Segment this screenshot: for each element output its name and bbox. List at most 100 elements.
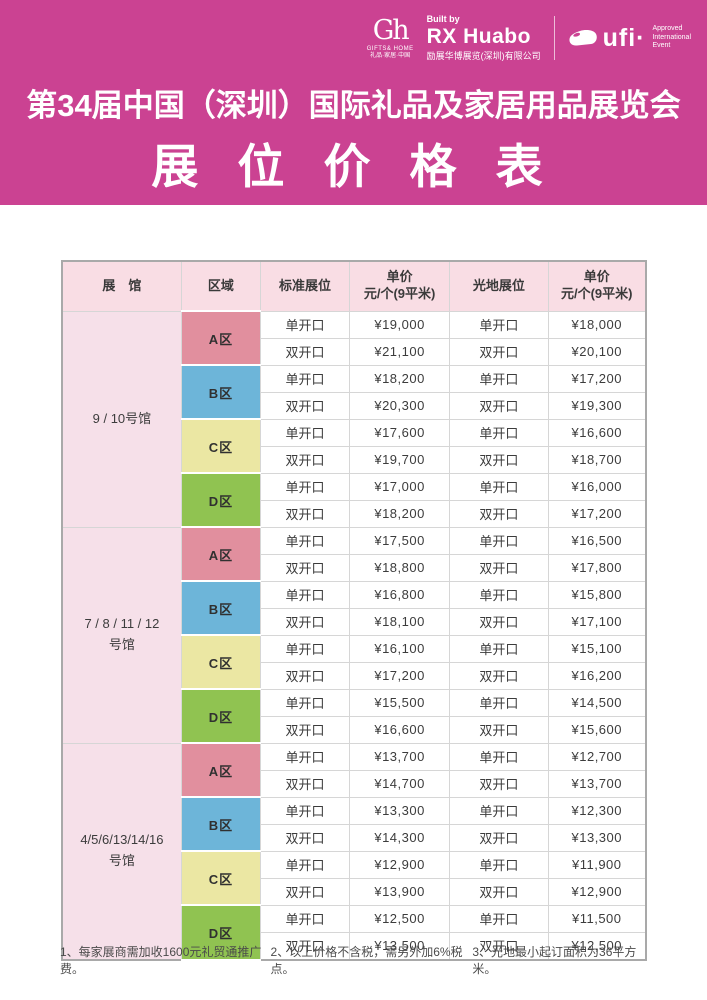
standard-price-cell: ¥15,500 — [349, 688, 450, 717]
note-3: 3、光地最小起订面积为36平方米。 — [472, 945, 637, 976]
price-row: 双开口 ¥13,900 双开口 ¥12,900 — [62, 877, 646, 906]
zone-cell: B区 — [181, 796, 261, 852]
openland-price-cell: ¥17,800 — [548, 553, 646, 582]
booth-type-cell: 单开口 — [259, 418, 351, 447]
standard-price-cell: ¥19,700 — [349, 445, 450, 474]
openland-price-cell: ¥16,000 — [548, 472, 646, 501]
standard-price-cell: ¥17,600 — [349, 418, 450, 447]
standard-price-cell: ¥18,100 — [349, 607, 450, 636]
standard-price-cell: ¥16,800 — [349, 580, 450, 609]
openland-price-cell: ¥12,700 — [548, 742, 646, 771]
price-row: 双开口 ¥17,200 双开口 ¥16,200 — [62, 661, 646, 690]
booth-type-cell: 双开口 — [259, 607, 351, 636]
col-header-standard-booth: 标准展位 — [259, 260, 351, 312]
booth-type-cell: 双开口 — [259, 337, 351, 366]
standard-price-cell: ¥13,500 — [349, 931, 450, 960]
ufi-logo: ufi· Approved International Event — [568, 25, 691, 51]
booth-type-cell: 双开口 — [259, 445, 351, 474]
note-2: 2、以上价格不含税，需另外加6%税点。 — [270, 945, 463, 976]
openland-price-cell: ¥11,900 — [548, 850, 646, 879]
booth-type-cell: 单开口 — [259, 634, 351, 663]
openland-price-cell: ¥13,700 — [548, 769, 646, 798]
price-row: B区 单开口 ¥18,200 单开口 ¥17,200 — [62, 364, 646, 420]
booth-type-cell: 单开口 — [259, 796, 351, 825]
ufi-thumb-icon — [569, 29, 597, 46]
openland-price-cell: ¥17,200 — [548, 364, 646, 393]
zone-cell: B区 — [181, 364, 261, 420]
openland-type-cell: 双开口 — [448, 607, 550, 636]
zone-cell: C区 — [181, 634, 261, 690]
price-row: 双开口 ¥13,500 双开口 ¥12,500 — [62, 931, 646, 960]
openland-type-cell: 双开口 — [448, 769, 550, 798]
booth-type-cell: 单开口 — [259, 472, 351, 501]
logo-row: Gh GIFTS& HOME 礼品·家居·中国 Built by RX Huab… — [367, 12, 691, 64]
header-band: Gh GIFTS& HOME 礼品·家居·中国 Built by RX Huab… — [0, 0, 707, 205]
standard-price-cell: ¥12,900 — [349, 850, 450, 879]
price-row: 双开口 ¥16,600 双开口 ¥15,600 — [62, 715, 646, 744]
booth-type-cell: 双开口 — [259, 553, 351, 582]
openland-price-cell: ¥15,600 — [548, 715, 646, 744]
openland-price-cell: ¥11,500 — [548, 904, 646, 933]
hall-cell: 7 / 8 / 11 / 12 号馆 — [60, 526, 183, 744]
openland-price-cell: ¥19,300 — [548, 391, 646, 420]
zone-cell: C区 — [181, 850, 261, 906]
openland-type-cell: 双开口 — [448, 445, 550, 474]
standard-price-cell: ¥19,000 — [349, 310, 450, 339]
openland-type-cell: 单开口 — [448, 850, 550, 879]
booth-type-cell: 双开口 — [259, 661, 351, 690]
price-row: C区 单开口 ¥12,900 单开口 ¥11,900 — [62, 850, 646, 906]
booth-type-cell: 单开口 — [259, 580, 351, 609]
price-row: D区 单开口 ¥17,000 单开口 ¥16,000 — [62, 472, 646, 528]
standard-price-cell: ¥12,500 — [349, 904, 450, 933]
booth-type-cell: 双开口 — [259, 931, 351, 960]
openland-price-cell: ¥13,300 — [548, 823, 646, 852]
zone-cell: A区 — [181, 310, 261, 366]
zone-cell: D区 — [181, 472, 261, 528]
gifts-home-logo-text: GIFTS& HOME — [366, 46, 414, 52]
booth-type-cell: 单开口 — [259, 364, 351, 393]
zone-cell: A区 — [181, 526, 261, 582]
openland-price-cell: ¥16,600 — [548, 418, 646, 447]
ufi-approved-text: Approved International Event — [650, 25, 691, 51]
openland-type-cell: 单开口 — [448, 310, 550, 339]
openland-type-cell: 单开口 — [448, 742, 550, 771]
rx-huabo-company: 励展华博展览(深圳)有限公司 — [426, 50, 541, 61]
openland-type-cell: 单开口 — [448, 688, 550, 717]
openland-type-cell: 单开口 — [448, 364, 550, 393]
openland-type-cell: 单开口 — [448, 634, 550, 663]
price-row: B区 单开口 ¥16,800 单开口 ¥15,800 — [62, 580, 646, 636]
openland-price-cell: ¥20,100 — [548, 337, 646, 366]
openland-type-cell: 单开口 — [448, 796, 550, 825]
booth-type-cell: 双开口 — [259, 877, 351, 906]
price-row: 双开口 ¥18,100 双开口 ¥17,100 — [62, 607, 646, 636]
price-row: 7 / 8 / 11 / 12 号馆 A区 单开口 ¥17,500 单开口 ¥16,500 — [60, 526, 646, 744]
openland-price-cell: ¥16,200 — [548, 661, 646, 690]
standard-price-cell: ¥18,200 — [349, 499, 450, 528]
rx-huabo-logo: Built by RX Huabo 励展华博展览(深圳)有限公司 — [426, 14, 541, 61]
standard-price-cell: ¥14,700 — [349, 769, 450, 798]
zone-cell: D区 — [181, 688, 261, 744]
openland-price-cell: ¥12,300 — [548, 796, 646, 825]
openland-type-cell: 单开口 — [448, 904, 550, 933]
col-header-hall: 展 馆 — [60, 260, 183, 312]
zone-cell: A区 — [181, 742, 261, 798]
standard-price-cell: ¥18,200 — [349, 364, 450, 393]
price-row: 双开口 ¥18,800 双开口 ¥17,800 — [62, 553, 646, 582]
openland-type-cell: 双开口 — [448, 499, 550, 528]
ufi-line-2: International — [652, 33, 691, 41]
booth-type-cell: 双开口 — [259, 499, 351, 528]
standard-price-cell: ¥13,300 — [349, 796, 450, 825]
openland-type-cell: 单开口 — [448, 526, 550, 555]
exhibition-title: 第34届中国（深圳）国际礼品及家居用品展览会 — [26, 88, 681, 123]
booth-type-cell: 双开口 — [259, 391, 351, 420]
price-row: 双开口 ¥14,300 双开口 ¥13,300 — [62, 823, 646, 852]
page-title: 展 位 价 格 表 — [151, 140, 556, 193]
col-header-zone: 区域 — [181, 260, 261, 312]
zone-cell: D区 — [181, 904, 261, 961]
ufi-line-3: Event — [652, 42, 671, 50]
booth-type-cell: 单开口 — [259, 742, 351, 771]
booth-type-cell: 双开口 — [259, 715, 351, 744]
price-row: 9 / 10号馆 A区 单开口 ¥19,000 单开口 ¥18,000 — [60, 310, 646, 528]
openland-type-cell: 双开口 — [448, 391, 550, 420]
ufi-brand-text: ufi· — [602, 23, 646, 52]
